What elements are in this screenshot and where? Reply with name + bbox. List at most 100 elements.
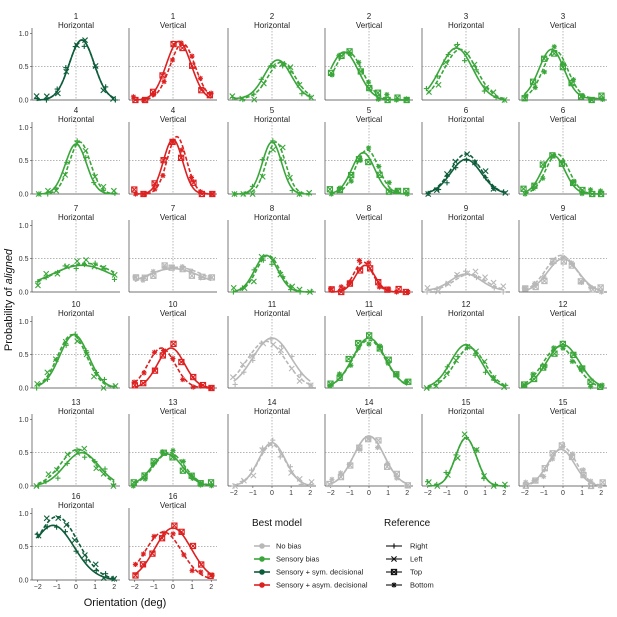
data-point-left: [259, 173, 266, 180]
data-point-right: [259, 157, 265, 163]
data-point-bottom: [327, 286, 334, 292]
data-point-right: [445, 51, 451, 58]
data-point-top: [159, 72, 166, 79]
y-tick-label: 0.5: [19, 64, 29, 71]
data-point-bottom: [393, 289, 400, 295]
data-point-right: [391, 543, 397, 549]
data-point-right: [93, 567, 99, 574]
data-point-left: [445, 280, 452, 287]
data-point-right: [444, 180, 450, 186]
data-point-left: [288, 365, 295, 372]
data-point-right: [82, 454, 88, 460]
y-tick-label: 0.0: [19, 484, 29, 491]
data-point-bottom: [208, 385, 214, 391]
data-point-bottom: [578, 366, 584, 372]
data-point-left: [100, 470, 107, 477]
fit-curve-right: [233, 337, 311, 382]
data-point-right: [73, 265, 79, 272]
data-point-bottom: [393, 188, 400, 194]
data-point-bottom: [208, 90, 214, 96]
data-point-right: [64, 460, 70, 467]
data-point-bottom: [208, 483, 215, 489]
data-point-left: [82, 147, 89, 154]
data-point-right: [491, 285, 497, 291]
data-point-left: [231, 191, 238, 197]
fit-curve-left: [37, 39, 115, 101]
data-point-bottom: [329, 72, 335, 78]
data-point-bottom: [587, 96, 594, 103]
panel-orientation-label: Horizontal: [448, 309, 484, 318]
panel-orientation-label: Vertical: [160, 213, 186, 222]
data-point-bottom: [189, 568, 195, 574]
data-point-right: [43, 478, 49, 485]
x-axis-title: Orientation (deg): [84, 597, 167, 609]
data-point-bottom: [198, 482, 204, 488]
data-point-bottom: [132, 191, 139, 197]
data-point-top: [189, 542, 197, 550]
data-point-left: [54, 90, 61, 97]
data-point-left: [43, 515, 50, 522]
data-point-left: [308, 478, 315, 485]
panel-grid: 1Horizontal0.00.51.01Vertical2Horizontal…: [19, 12, 607, 591]
legend-reference-label: Bottom: [410, 581, 434, 590]
panel-orientation-label: Horizontal: [58, 501, 94, 510]
fit-curve-bottom: [134, 451, 212, 487]
data-point-bottom: [150, 268, 156, 275]
data-point-top: [355, 339, 362, 347]
panel-subject-label: 9: [561, 204, 566, 213]
data-point-bottom: [328, 191, 334, 197]
legend-reference-item: Right: [386, 542, 428, 551]
data-point-bottom: [190, 384, 196, 390]
data-point-right: [44, 376, 51, 382]
x-tick-label: −1: [346, 490, 354, 497]
data-point-left: [74, 449, 81, 456]
fit-curve-left: [233, 443, 311, 487]
data-point-left: [74, 338, 81, 345]
data-point-left: [100, 183, 107, 190]
data-point-bottom: [207, 274, 213, 280]
data-point-bottom: [356, 59, 362, 65]
x-tick-label: 2: [112, 584, 116, 591]
data-point-right: [287, 464, 294, 470]
data-point-right: [289, 353, 295, 360]
panel-subject-label: 12: [559, 300, 568, 309]
data-point-left: [501, 384, 508, 391]
data-point-bottom: [179, 147, 185, 153]
data-point-left: [52, 356, 59, 363]
data-point-left: [287, 64, 294, 71]
data-point-left: [54, 270, 61, 277]
data-point-left: [81, 552, 88, 559]
data-point-top: [357, 68, 364, 75]
panel-orientation-label: Vertical: [356, 309, 382, 318]
data-point-bottom: [570, 77, 577, 83]
data-point-left: [82, 37, 89, 44]
data-point-bottom: [587, 284, 594, 290]
data-point-right: [64, 159, 70, 166]
panel-subject-label: 4: [171, 106, 176, 115]
data-point-bottom: [188, 268, 194, 274]
data-point-right: [278, 343, 285, 349]
data-point-left: [251, 96, 258, 103]
data-point-bottom: [348, 178, 354, 184]
data-point-left: [278, 451, 285, 458]
data-point-bottom: [578, 279, 585, 286]
data-point-bottom: [180, 376, 186, 383]
data-point-left: [425, 479, 432, 486]
panel-subject-label: 13: [72, 398, 81, 407]
fit-curve-bottom: [330, 339, 408, 386]
data-point-bottom: [376, 163, 382, 170]
data-point-left: [444, 472, 451, 479]
data-point-bottom: [347, 51, 353, 57]
legend-reference-item: Top: [386, 568, 422, 577]
data-point-bottom: [560, 254, 566, 260]
data-point-left: [307, 382, 314, 389]
panel-subject-label: 10: [72, 300, 81, 309]
data-point-left: [62, 171, 69, 178]
data-point-bottom: [179, 264, 185, 270]
data-point-left: [250, 278, 257, 285]
y-tick-label: 0.5: [19, 450, 29, 457]
data-point-bottom: [140, 277, 146, 283]
data-point-bottom: [532, 84, 538, 91]
data-point-bottom: [588, 384, 594, 390]
